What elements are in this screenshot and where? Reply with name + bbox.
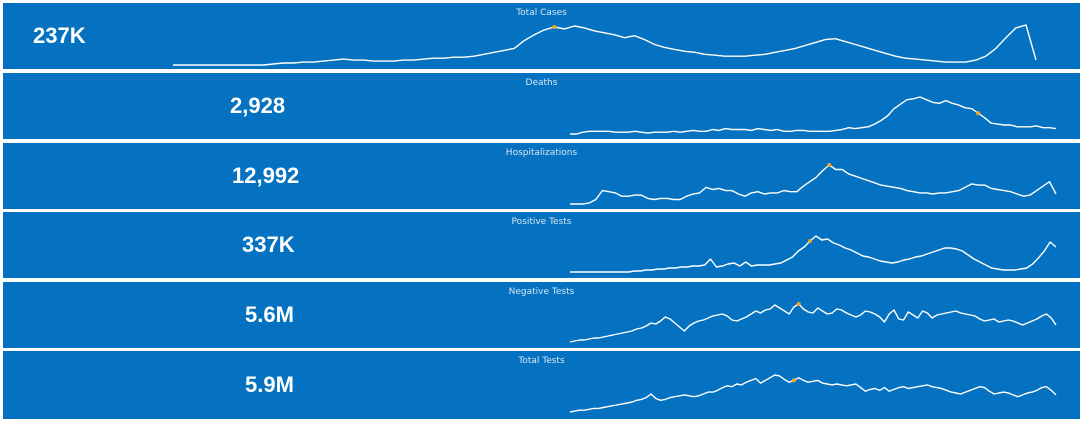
peak-point[interactable]	[827, 163, 832, 167]
panel-title: Negative Tests	[508, 287, 575, 297]
series-line	[569, 303, 1057, 343]
kpi-value: 237K	[33, 23, 86, 48]
panel-deaths: Deaths 2,928	[3, 73, 1080, 139]
panel-title: Total Cases	[516, 8, 567, 18]
peak-point[interactable]	[796, 302, 801, 306]
sparkline-negative-tests	[569, 302, 1057, 343]
series-line	[570, 164, 1057, 205]
peak-point[interactable]	[976, 111, 981, 116]
kpi-value: 337K	[242, 232, 295, 257]
sparkline-positive-tests	[570, 235, 1057, 273]
kpi-value: 5.6M	[245, 302, 294, 327]
sparkline-total-tests	[569, 374, 1057, 413]
panel-total-tests: Total Tests 5.9M	[3, 351, 1080, 419]
kpi-value: 5.9M	[245, 372, 294, 397]
panel-positive-tests: Positive Tests 337K	[3, 212, 1080, 278]
peak-point[interactable]	[808, 239, 813, 243]
panel-hospitalizations: Hospitalizations 12,992	[3, 143, 1080, 209]
kpi-value: 2,928	[230, 93, 286, 118]
series-line	[569, 374, 1057, 413]
sparkline-deaths	[570, 96, 1057, 135]
series-line	[570, 235, 1057, 273]
panel-title: Positive Tests	[511, 217, 572, 227]
kpi-value: 12,992	[232, 163, 300, 188]
series-line	[173, 24, 1037, 66]
peak-point[interactable]	[791, 378, 796, 383]
panel-title: Total Tests	[518, 356, 565, 366]
panel-total-cases: Total Cases 237K	[3, 3, 1080, 69]
sparkline-total-cases	[173, 24, 1037, 66]
peak-point[interactable]	[552, 25, 557, 29]
series-line	[570, 96, 1057, 135]
panel-title: Deaths	[525, 78, 558, 88]
sparkline-hospitalizations	[570, 163, 1057, 205]
panel-negative-tests: Negative Tests 5.6M	[3, 282, 1080, 348]
panel-title: Hospitalizations	[505, 148, 578, 158]
